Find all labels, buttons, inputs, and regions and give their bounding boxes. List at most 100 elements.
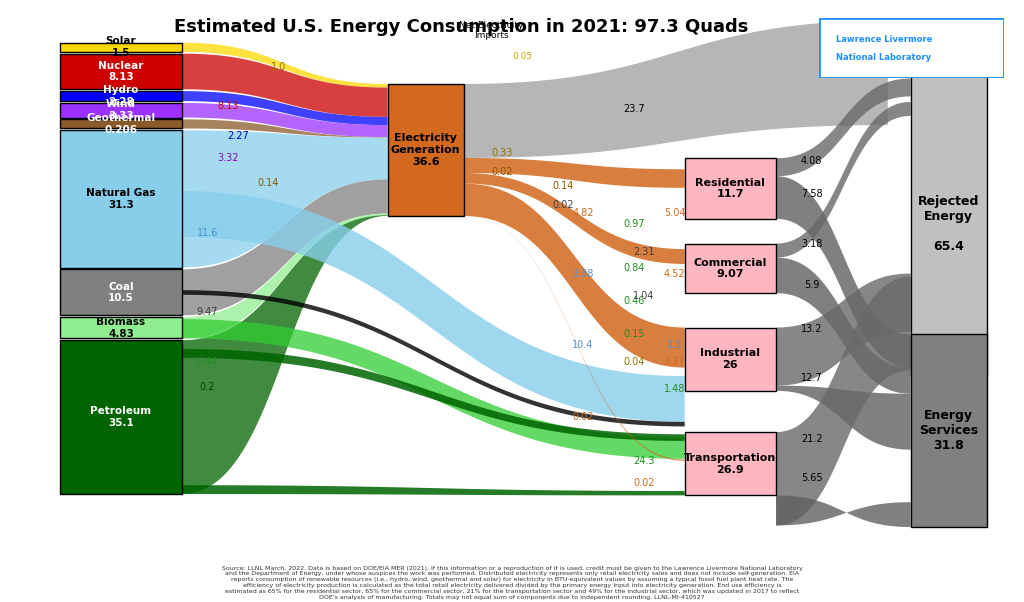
Polygon shape bbox=[776, 258, 910, 394]
Text: Natural Gas
31.3: Natural Gas 31.3 bbox=[86, 188, 156, 209]
Text: 0.14: 0.14 bbox=[552, 181, 573, 191]
Text: Industrial
26: Industrial 26 bbox=[700, 349, 761, 370]
Text: Nuclear
8.13: Nuclear 8.13 bbox=[98, 61, 143, 82]
Polygon shape bbox=[182, 91, 387, 125]
Text: 3.32: 3.32 bbox=[217, 154, 239, 163]
Text: Wind
3.33: Wind 3.33 bbox=[105, 99, 136, 121]
Text: 0.05: 0.05 bbox=[512, 52, 532, 61]
FancyBboxPatch shape bbox=[387, 84, 464, 216]
Text: 0.14: 0.14 bbox=[258, 178, 279, 188]
Text: Estimated U.S. Energy Consumption in 2021: 97.3 Quads: Estimated U.S. Energy Consumption in 202… bbox=[174, 18, 749, 36]
Text: 0.02: 0.02 bbox=[572, 412, 594, 422]
Polygon shape bbox=[776, 277, 910, 526]
Text: 5.9: 5.9 bbox=[804, 280, 819, 290]
Text: 4.52: 4.52 bbox=[664, 269, 685, 279]
Polygon shape bbox=[182, 191, 685, 422]
Text: 0.33: 0.33 bbox=[492, 147, 513, 158]
Polygon shape bbox=[776, 273, 910, 386]
Text: Lawrence Livermore: Lawrence Livermore bbox=[836, 35, 932, 43]
Polygon shape bbox=[776, 495, 910, 527]
Text: 1.04: 1.04 bbox=[634, 291, 654, 301]
Polygon shape bbox=[182, 130, 387, 267]
Polygon shape bbox=[182, 119, 387, 138]
Text: 0.15: 0.15 bbox=[624, 329, 645, 340]
Text: 5.04: 5.04 bbox=[664, 208, 685, 219]
Text: Petroleum
35.1: Petroleum 35.1 bbox=[90, 406, 152, 428]
Text: 12.7: 12.7 bbox=[801, 373, 822, 383]
Text: 5.65: 5.65 bbox=[801, 473, 822, 483]
FancyBboxPatch shape bbox=[60, 91, 182, 101]
Text: Hydro
2.28: Hydro 2.28 bbox=[103, 85, 138, 107]
Text: 3.18: 3.18 bbox=[801, 238, 822, 249]
Text: 24.3: 24.3 bbox=[633, 456, 654, 466]
Text: 0.04: 0.04 bbox=[624, 357, 644, 367]
Text: 3.37: 3.37 bbox=[664, 357, 685, 367]
FancyBboxPatch shape bbox=[910, 334, 987, 527]
Text: Transportation
26.9: Transportation 26.9 bbox=[684, 453, 776, 474]
Text: 7.58: 7.58 bbox=[801, 189, 822, 199]
Polygon shape bbox=[776, 78, 910, 176]
Polygon shape bbox=[776, 176, 910, 368]
Text: 23.7: 23.7 bbox=[623, 104, 645, 114]
Text: National Laboratory: National Laboratory bbox=[837, 53, 931, 61]
Text: 1.0: 1.0 bbox=[270, 63, 286, 72]
Text: 3.38: 3.38 bbox=[572, 269, 594, 279]
FancyBboxPatch shape bbox=[60, 340, 182, 494]
FancyBboxPatch shape bbox=[60, 103, 182, 117]
Text: Energy
Services
31.8: Energy Services 31.8 bbox=[920, 409, 978, 452]
Text: 13.2: 13.2 bbox=[801, 324, 822, 334]
Text: 4.82: 4.82 bbox=[572, 208, 594, 219]
Text: Biomass
4.83: Biomass 4.83 bbox=[96, 317, 145, 338]
Text: Net Electricity
Imports: Net Electricity Imports bbox=[460, 20, 524, 40]
Text: 0.02: 0.02 bbox=[492, 167, 513, 177]
Text: 2.31: 2.31 bbox=[633, 247, 654, 257]
FancyBboxPatch shape bbox=[60, 119, 182, 128]
Text: Residential
11.7: Residential 11.7 bbox=[695, 178, 765, 199]
Text: Geothermal
0.206: Geothermal 0.206 bbox=[86, 113, 156, 135]
Text: Electricity
Generation
36.6: Electricity Generation 36.6 bbox=[391, 134, 461, 167]
Polygon shape bbox=[464, 158, 685, 188]
Polygon shape bbox=[182, 214, 387, 338]
Polygon shape bbox=[182, 319, 685, 459]
Text: Solar
1.5: Solar 1.5 bbox=[105, 37, 136, 58]
Polygon shape bbox=[182, 215, 387, 494]
Text: 9.47: 9.47 bbox=[197, 308, 218, 317]
Polygon shape bbox=[182, 103, 387, 137]
Text: Commercial
9.07: Commercial 9.07 bbox=[693, 258, 767, 279]
FancyBboxPatch shape bbox=[685, 327, 776, 391]
FancyBboxPatch shape bbox=[819, 18, 1004, 78]
Polygon shape bbox=[182, 54, 387, 117]
Text: 2.27: 2.27 bbox=[227, 131, 249, 141]
Text: Source: LLNL March, 2022. Data is based on DOE/EIA MER (2021). If this informati: Source: LLNL March, 2022. Data is based … bbox=[221, 565, 803, 600]
Text: 4.08: 4.08 bbox=[801, 156, 822, 166]
Text: 0.02: 0.02 bbox=[552, 200, 573, 210]
Text: 21.2: 21.2 bbox=[801, 434, 822, 444]
FancyBboxPatch shape bbox=[910, 73, 987, 376]
FancyBboxPatch shape bbox=[60, 54, 182, 89]
Text: 1.48: 1.48 bbox=[664, 385, 685, 394]
FancyBboxPatch shape bbox=[60, 130, 182, 267]
Text: 8.13: 8.13 bbox=[217, 101, 239, 111]
Polygon shape bbox=[464, 173, 685, 264]
Text: Rejected
Energy

65.4: Rejected Energy 65.4 bbox=[919, 195, 979, 253]
Polygon shape bbox=[464, 20, 888, 158]
Polygon shape bbox=[182, 485, 685, 495]
FancyBboxPatch shape bbox=[685, 158, 776, 219]
Text: 0.84: 0.84 bbox=[624, 263, 644, 273]
Text: 10.4: 10.4 bbox=[572, 340, 594, 350]
Polygon shape bbox=[776, 386, 910, 450]
FancyBboxPatch shape bbox=[685, 244, 776, 293]
FancyBboxPatch shape bbox=[60, 317, 182, 338]
Polygon shape bbox=[182, 290, 685, 426]
Text: 1.1: 1.1 bbox=[667, 340, 682, 350]
Polygon shape bbox=[182, 43, 387, 87]
Polygon shape bbox=[464, 216, 685, 461]
Text: 0.02: 0.02 bbox=[633, 478, 654, 488]
Text: 0.46: 0.46 bbox=[624, 296, 644, 306]
FancyBboxPatch shape bbox=[60, 43, 182, 52]
Text: 0.97: 0.97 bbox=[624, 219, 645, 229]
Text: 0.44: 0.44 bbox=[197, 357, 218, 367]
Polygon shape bbox=[776, 102, 910, 258]
Text: 0.2: 0.2 bbox=[200, 382, 215, 392]
Polygon shape bbox=[182, 349, 685, 441]
